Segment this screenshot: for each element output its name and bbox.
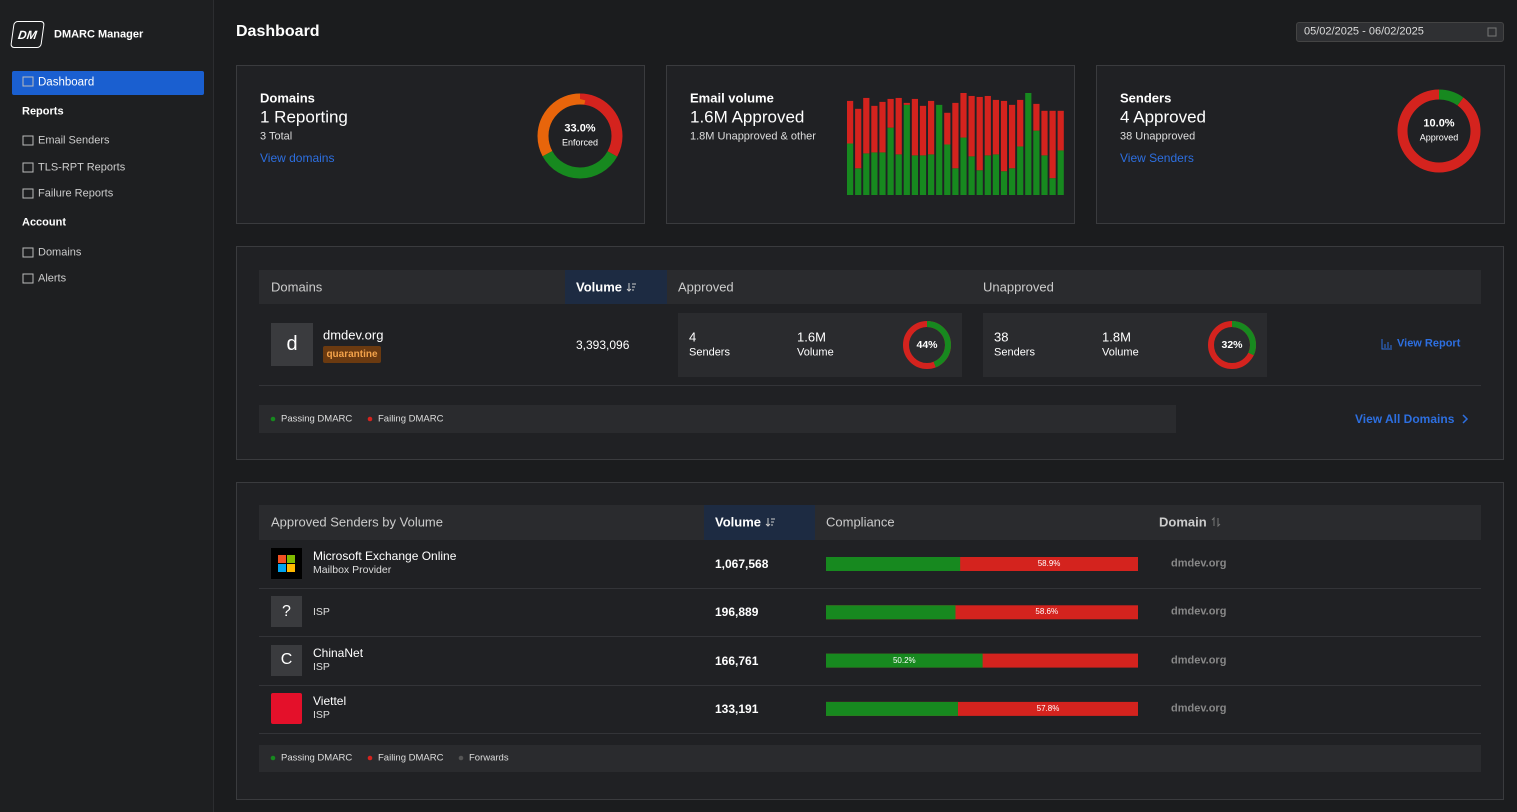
sender-type: ISP: [313, 660, 330, 673]
sender-name: Microsoft Exchange Online: [313, 549, 457, 563]
donut-label: 44%: [916, 338, 938, 351]
sender-type: ISP: [313, 708, 330, 721]
sender-volume: 196,889: [715, 605, 759, 620]
legend-label: Passing DMARC: [281, 413, 353, 425]
nav-label[interactable]: Dashboard: [38, 76, 95, 89]
column-header[interactable]: Domain: [1159, 514, 1207, 530]
sender-volume: 133,191: [715, 701, 759, 716]
column-header: Compliance: [826, 514, 895, 530]
sender-name: ChinaNet: [313, 645, 364, 660]
sender-volume: 1,067,568: [715, 557, 769, 571]
summary-caption: Senders: [689, 346, 730, 359]
sender-type: ISP: [313, 606, 330, 619]
donut-label: 32%: [1221, 338, 1243, 351]
table-header: [259, 505, 1481, 540]
domain-avatar: d: [271, 323, 313, 366]
summary-value: 1.8M: [1102, 329, 1131, 345]
donut-caption: Enforced: [561, 137, 599, 148]
column-header: Domains: [271, 279, 323, 295]
nav-dashboard[interactable]: [12, 71, 204, 95]
card-link[interactable]: View domains: [260, 151, 335, 165]
nav-item[interactable]: Domains: [38, 246, 82, 259]
column-header: Approved: [678, 279, 734, 295]
section-title: Account: [22, 216, 66, 229]
table-header: [259, 270, 1481, 304]
row-divider: [259, 385, 1481, 386]
date-range[interactable]: [1296, 22, 1504, 42]
logo-square: [278, 555, 286, 563]
nav-item[interactable]: Alerts: [38, 272, 67, 285]
domain-volume: 3,393,096: [576, 338, 630, 352]
sender-icon: C: [271, 644, 302, 676]
card: [1096, 65, 1505, 224]
row-divider: [259, 732, 1481, 734]
compliance-label: 50.2%: [892, 655, 916, 665]
column-header: Unapproved: [983, 279, 1054, 295]
card-title: Email volume: [690, 90, 774, 106]
card-title: Domains: [260, 90, 315, 106]
column-header: Approved Senders by Volume: [271, 514, 443, 530]
summary-caption: Senders: [994, 346, 1035, 359]
row-divider: [259, 636, 1481, 638]
policy-badge: quarantine: [323, 346, 381, 363]
legend-label: Failing DMARC: [378, 413, 444, 425]
legend: [259, 405, 1176, 433]
sender-domain: dmdev.org: [1171, 557, 1227, 570]
sender-icon: [271, 692, 302, 724]
logo-square: [278, 564, 286, 572]
sender-icon: ?: [271, 596, 302, 628]
column-header[interactable]: Volume: [715, 514, 761, 530]
sender-type: Mailbox Provider: [313, 563, 392, 576]
legend-label: Passing DMARC: [281, 752, 353, 764]
donut-caption: Approved: [1419, 132, 1459, 143]
donut-label: 10.0%: [1423, 117, 1455, 130]
card-link[interactable]: View Senders: [1120, 151, 1194, 165]
view-report-link[interactable]: View Report: [1397, 337, 1461, 350]
app-name: DMARC Manager: [54, 28, 144, 41]
page-title: Dashboard: [236, 23, 320, 40]
summary-value: 4: [689, 329, 697, 345]
section-title: Reports: [22, 105, 64, 118]
date-range-text[interactable]: 05/02/2025 - 06/02/2025: [1304, 25, 1424, 38]
row-divider: [259, 588, 1481, 589]
sorted-column: [565, 270, 667, 304]
sender-domain: dmdev.org: [1171, 605, 1227, 618]
column-header[interactable]: Volume: [576, 279, 622, 295]
card: [666, 65, 1075, 224]
summary-value: 1.6M: [797, 329, 826, 345]
sender-domain: dmdev.org: [1171, 654, 1227, 667]
card-headline: 1 Reporting: [260, 107, 348, 127]
nav-item[interactable]: Email Senders: [38, 134, 110, 147]
sorted-column: [704, 505, 815, 540]
compliance-label: 58.6%: [1035, 607, 1059, 617]
card-subtitle: 1.8M Unapproved & other: [690, 130, 816, 143]
row-divider: [259, 684, 1481, 686]
sender-volume: 166,761: [715, 653, 759, 668]
donut-label: 33.0%: [564, 122, 596, 135]
sender-domain: dmdev.org: [1171, 702, 1227, 715]
logo: DM: [10, 21, 45, 48]
sidebar: [0, 0, 214, 812]
compliance-label: 57.8%: [1036, 703, 1060, 713]
legend-label: Forwards: [469, 752, 509, 764]
view-all-link[interactable]: View All Domains: [1355, 412, 1455, 426]
logo-square: [287, 555, 295, 563]
summary-caption: Volume: [1102, 346, 1139, 359]
card-headline: 1.6M Approved: [690, 107, 805, 127]
logo-square: [287, 564, 295, 572]
summary-caption: Volume: [797, 346, 834, 359]
sender-name: Viettel: [313, 693, 347, 708]
card-subtitle: 3 Total: [260, 130, 293, 143]
nav-item[interactable]: Failure Reports: [38, 187, 114, 200]
card-subtitle: 38 Unapproved: [1120, 130, 1196, 143]
legend-label: Failing DMARC: [378, 752, 444, 764]
nav-item[interactable]: TLS-RPT Reports: [38, 161, 126, 174]
sender-icon: [271, 548, 302, 579]
domain-name: dmdev.org: [323, 327, 384, 343]
summary-value: 38: [994, 329, 1009, 345]
compliance-label: 58.9%: [1037, 559, 1061, 568]
card-title: Senders: [1120, 90, 1172, 106]
card-headline: 4 Approved: [1120, 107, 1207, 127]
